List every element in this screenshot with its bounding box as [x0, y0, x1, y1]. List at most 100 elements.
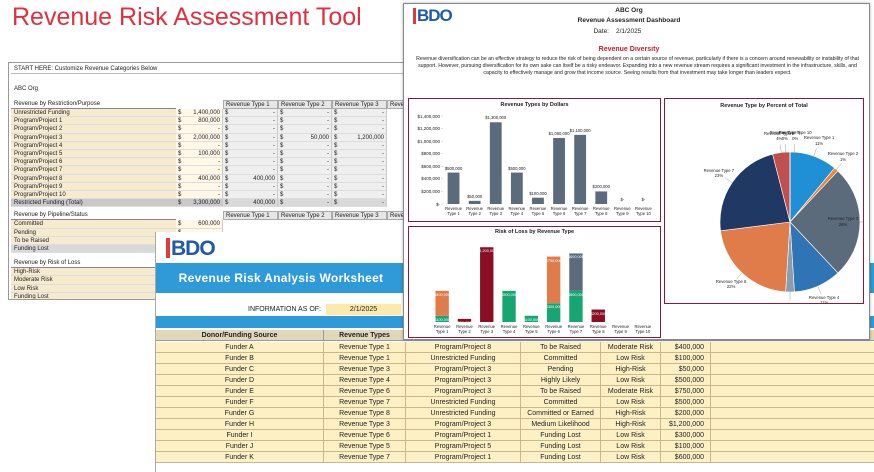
amount: - [382, 118, 384, 125]
slice-value: 0% [792, 135, 799, 141]
money-cell: $- [332, 166, 387, 175]
y-tick-label: $800,000 [421, 151, 440, 157]
table-cell: Funding Lost [521, 441, 601, 452]
value-label: $- [641, 197, 646, 202]
amount: - [218, 142, 220, 149]
table-cell: $100,000 [661, 441, 711, 452]
value-label: $500,000 [568, 292, 584, 297]
x-tick-label: Revenue Type 1 [445, 206, 462, 216]
money-cell: $- [332, 174, 387, 183]
row-bg [156, 375, 874, 386]
currency-symbol: $ [178, 110, 182, 116]
table-cell: $50,000 [661, 364, 711, 375]
table-cell: Revenue Type 7 [324, 452, 406, 463]
section-heading: Revenue Diversity [598, 46, 660, 53]
table-cell: Revenue Type 8 [324, 408, 406, 419]
money-cell: $- [278, 141, 332, 150]
slice-name: Revenue Type 10 [778, 130, 812, 136]
money-cell: $1,400,000 [176, 109, 223, 118]
amount: - [273, 167, 275, 174]
table-cell: Funder B [156, 353, 324, 364]
row-label: Funding Lost [11, 245, 176, 254]
y-tick-label: $- [435, 201, 440, 207]
value-label: $750,000 [545, 258, 562, 263]
money-cell: $- [176, 158, 223, 167]
amount: - [273, 126, 275, 133]
money-cell: $- [223, 166, 278, 175]
slice-label: Revenue Type 10 0% [775, 130, 815, 142]
blank-cell [711, 452, 874, 463]
amount: - [273, 159, 275, 166]
amount: - [327, 200, 329, 207]
money-cell: $- [332, 150, 387, 159]
table-cell: Revenue Type 7 [324, 397, 406, 408]
org-name: ABC Org [14, 86, 39, 92]
table-cell: Funder D [156, 375, 324, 386]
table-cell: Program/Project 3 [406, 386, 521, 397]
amount: 50,000 [310, 134, 329, 141]
currency-symbol: $ [178, 118, 182, 125]
row-label: Funding Lost [11, 292, 176, 299]
bar-segment [435, 315, 449, 322]
value-label: $400,000 [434, 292, 451, 297]
table-cell: Moderate Risk [601, 342, 661, 353]
row-label: Program/Project 7 [11, 166, 176, 175]
currency-symbol: $ [280, 110, 284, 116]
value-label: $100,000 [434, 317, 451, 322]
table-cell: Program/Project 8 [406, 342, 521, 353]
x-tick-label: Revenue Type 2 [466, 206, 484, 216]
table-cell: Unrestricted Funding [406, 408, 521, 419]
start-label: START HERE: Customize Revenue Categories… [11, 65, 407, 74]
x-tick-label: Revenue Type 7 [567, 324, 585, 334]
bar-segment [569, 290, 583, 322]
y-tick-label: $1,000,000 [417, 138, 440, 144]
worksheet-title: Revenue Risk Analysis Worksheet [178, 271, 384, 285]
table-cell: Funder G [156, 408, 324, 419]
x-tick-label: Revenue Type 6 [545, 324, 563, 334]
currency-symbol: $ [178, 175, 182, 182]
row-bg [156, 441, 874, 452]
bar [468, 200, 481, 204]
currency-symbol: $ [334, 110, 338, 116]
x-tick-label: Revenue Type 7 [571, 206, 589, 216]
amount: - [218, 192, 220, 198]
currency-symbol: $ [225, 134, 229, 141]
chart-panel: Risk of Loss by Revenue Type $100,000 $500… [408, 226, 661, 338]
bar [510, 172, 523, 204]
description: Revenue diversification can be an effect… [416, 56, 859, 76]
currency-symbol: $ [334, 134, 338, 141]
currency-symbol: $ [280, 134, 284, 141]
value-label: $200,000 [592, 184, 610, 190]
row-label: Program/Project 4 [11, 141, 176, 150]
money-cell: $- [223, 117, 278, 126]
money-cell: $- [176, 182, 223, 191]
chart-title: Revenue Type by Percent of Total [720, 103, 808, 109]
currency-symbol: $ [225, 151, 229, 157]
money-cell: $100,000 [176, 150, 223, 159]
slice-name: Revenue Type 4 [808, 294, 840, 300]
value-label: $100,000 [523, 317, 540, 322]
table-cell: Revenue Type 6 [324, 430, 406, 441]
value-label: $1,200,000 [477, 249, 497, 254]
table-cell: Low Risk [601, 397, 661, 408]
table-cell: To be Raised [521, 386, 601, 397]
table-cell: Revenue Type 3 [324, 419, 406, 430]
leader-line [725, 177, 733, 183]
table-cell: Unrestricted Funding [406, 397, 521, 408]
table-cell: Revenue Type 4 [324, 375, 406, 386]
bar [532, 197, 544, 204]
y-tick-label: $200,000 [421, 188, 440, 194]
dashboard: BDO ABC Org Revenue Assessment Dashboard Da… [403, 3, 870, 340]
amount: - [218, 167, 220, 174]
table-cell: Funder H [156, 419, 324, 430]
row-label: Program/Project 10 [11, 191, 176, 200]
value-label: $50,000 [467, 193, 483, 199]
table-cell: Revenue Type 1 [324, 353, 406, 364]
bar [489, 122, 502, 204]
column-header: Revenue Type 1 [223, 100, 278, 109]
slice-label: Revenue Type 1 11% [799, 135, 839, 147]
money-cell: $- [223, 158, 278, 167]
table-cell: $1,200,000 [661, 419, 711, 430]
logo: BDO [417, 6, 453, 25]
